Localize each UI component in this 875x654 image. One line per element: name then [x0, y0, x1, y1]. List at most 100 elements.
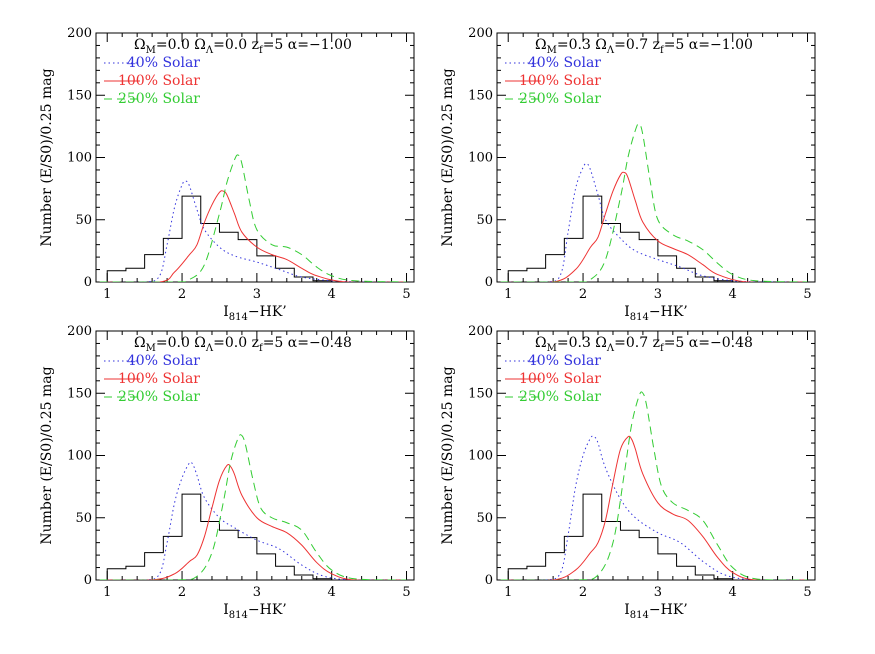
x-label-sub: 814 [630, 610, 649, 621]
title-part: = [213, 37, 225, 53]
title-part: z [247, 37, 259, 53]
series-curve-solid [99, 190, 407, 282]
panel-title: ΩM=0.0 ΩΛ=0.0 zf=5 α=−0.48 [134, 335, 352, 354]
y-tick-label: 100 [468, 151, 493, 166]
title-part: 0.3 [569, 37, 591, 53]
title-part: f [259, 45, 264, 56]
title-part: Ω [535, 335, 547, 351]
title-part: 0.3 [569, 335, 591, 351]
title-part: −1.00 [710, 37, 753, 53]
title-part: Ω [134, 335, 146, 351]
title-part: α= [684, 37, 710, 53]
series-curve-solid [500, 171, 808, 282]
panel-title: ΩM=0.3 ΩΛ=0.7 zf=5 α=−1.00 [535, 37, 753, 56]
x-label-rest: −HK’ [649, 304, 688, 320]
title-part: M [547, 343, 557, 354]
title-part: −0.48 [710, 335, 753, 351]
series-curve-solid [500, 435, 808, 580]
title-part: M [146, 45, 156, 56]
x-axis-label: I814−HK’ [223, 304, 286, 323]
title-part: 5 [675, 37, 684, 53]
series-curve-dashed [500, 123, 808, 282]
title-part: 0.0 [168, 335, 190, 351]
x-tick-label: 5 [803, 287, 811, 302]
y-tick-label: 200 [468, 324, 493, 339]
y-tick-label: 0 [84, 573, 92, 588]
panel-bottom-left: 0 50 100 150 200 1 2 3 4 5 I814−HK’ Number (E/S0)/0… [39, 324, 415, 621]
title-part: = [156, 37, 168, 53]
legend-label: 100% Solar [519, 73, 601, 89]
y-tick-label: 50 [476, 511, 493, 526]
y-tick-label: 200 [67, 26, 92, 41]
x-tick-label: 3 [253, 585, 261, 600]
x-tick-label: 4 [328, 585, 336, 600]
observed-histogram [507, 493, 734, 580]
x-label-i: I [223, 304, 229, 320]
series-curve-dashed [99, 154, 407, 282]
y-tick-label: 100 [468, 449, 493, 464]
series-curve-dashed [99, 434, 407, 580]
observed-histogram [106, 195, 333, 282]
title-part: M [547, 45, 557, 56]
x-tick-label: 4 [328, 287, 336, 302]
title-part: = [557, 335, 569, 351]
legend-label: 100% Solar [118, 73, 200, 89]
x-label-rest: −HK’ [248, 304, 287, 320]
y-tick-label: 100 [67, 151, 92, 166]
title-part: Ω [591, 335, 607, 351]
x-tick-label: 5 [803, 585, 811, 600]
series-curve-dashed [500, 391, 808, 580]
legend-label: 40% Solar [528, 55, 601, 71]
title-part: = [664, 37, 676, 53]
title-part: Ω [134, 37, 146, 53]
title-part: f [660, 45, 665, 56]
x-tick-label: 5 [402, 287, 410, 302]
series-curve-dotted [500, 435, 808, 580]
title-part: = [614, 37, 626, 53]
x-tick-label: 1 [504, 585, 512, 600]
title-part: 0.0 [225, 37, 247, 53]
title-part: Ω [190, 37, 206, 53]
title-part: f [259, 343, 264, 354]
title-part: Λ [606, 45, 615, 56]
x-axis-label: I814−HK’ [624, 304, 687, 323]
legend-label: 250% Solar [118, 389, 200, 405]
legend-label: 100% Solar [118, 371, 200, 387]
title-part: = [213, 335, 225, 351]
title-part: 5 [675, 335, 684, 351]
y-tick-label: 200 [468, 26, 493, 41]
y-tick-label: 150 [468, 88, 493, 103]
observed-histogram [106, 493, 333, 580]
x-axis-label: I814−HK’ [624, 602, 687, 621]
title-part: α= [283, 37, 309, 53]
x-tick-label: 1 [103, 287, 111, 302]
title-part: z [247, 335, 259, 351]
y-axis-label: Number (E/S0)/0.25 mag [440, 68, 456, 246]
legend-label: 40% Solar [127, 55, 200, 71]
legend-label: 40% Solar [127, 353, 200, 369]
title-part: 0.7 [626, 37, 648, 53]
title-part: −0.48 [309, 335, 352, 351]
title-part: = [614, 335, 626, 351]
y-tick-label: 200 [67, 324, 92, 339]
x-tick-label: 3 [654, 585, 662, 600]
series-curve-dotted [99, 461, 407, 580]
x-label-sub: 814 [229, 312, 248, 323]
title-part: = [156, 335, 168, 351]
panel-bottom-right: 0 50 100 150 200 1 2 3 4 5 I814−HK’ Number (E/S0)/0… [440, 324, 816, 621]
y-tick-label: 50 [75, 511, 92, 526]
title-part: 0.7 [626, 335, 648, 351]
series-curve-dotted [99, 180, 407, 282]
y-tick-label: 0 [485, 275, 493, 290]
title-part: = [263, 37, 275, 53]
title-part: = [263, 335, 275, 351]
series-curve-solid [99, 463, 407, 580]
x-tick-label: 2 [579, 585, 587, 600]
y-axis-label: Number (E/S0)/0.25 mag [39, 68, 55, 246]
x-tick-label: 4 [729, 287, 737, 302]
legend-label: 100% Solar [519, 371, 601, 387]
panel-top-right: 0 50 100 150 200 1 2 3 4 5 I814−HK’ Number (E/S0)/0… [440, 26, 816, 323]
x-tick-label: 1 [103, 585, 111, 600]
x-tick-label: 2 [579, 287, 587, 302]
